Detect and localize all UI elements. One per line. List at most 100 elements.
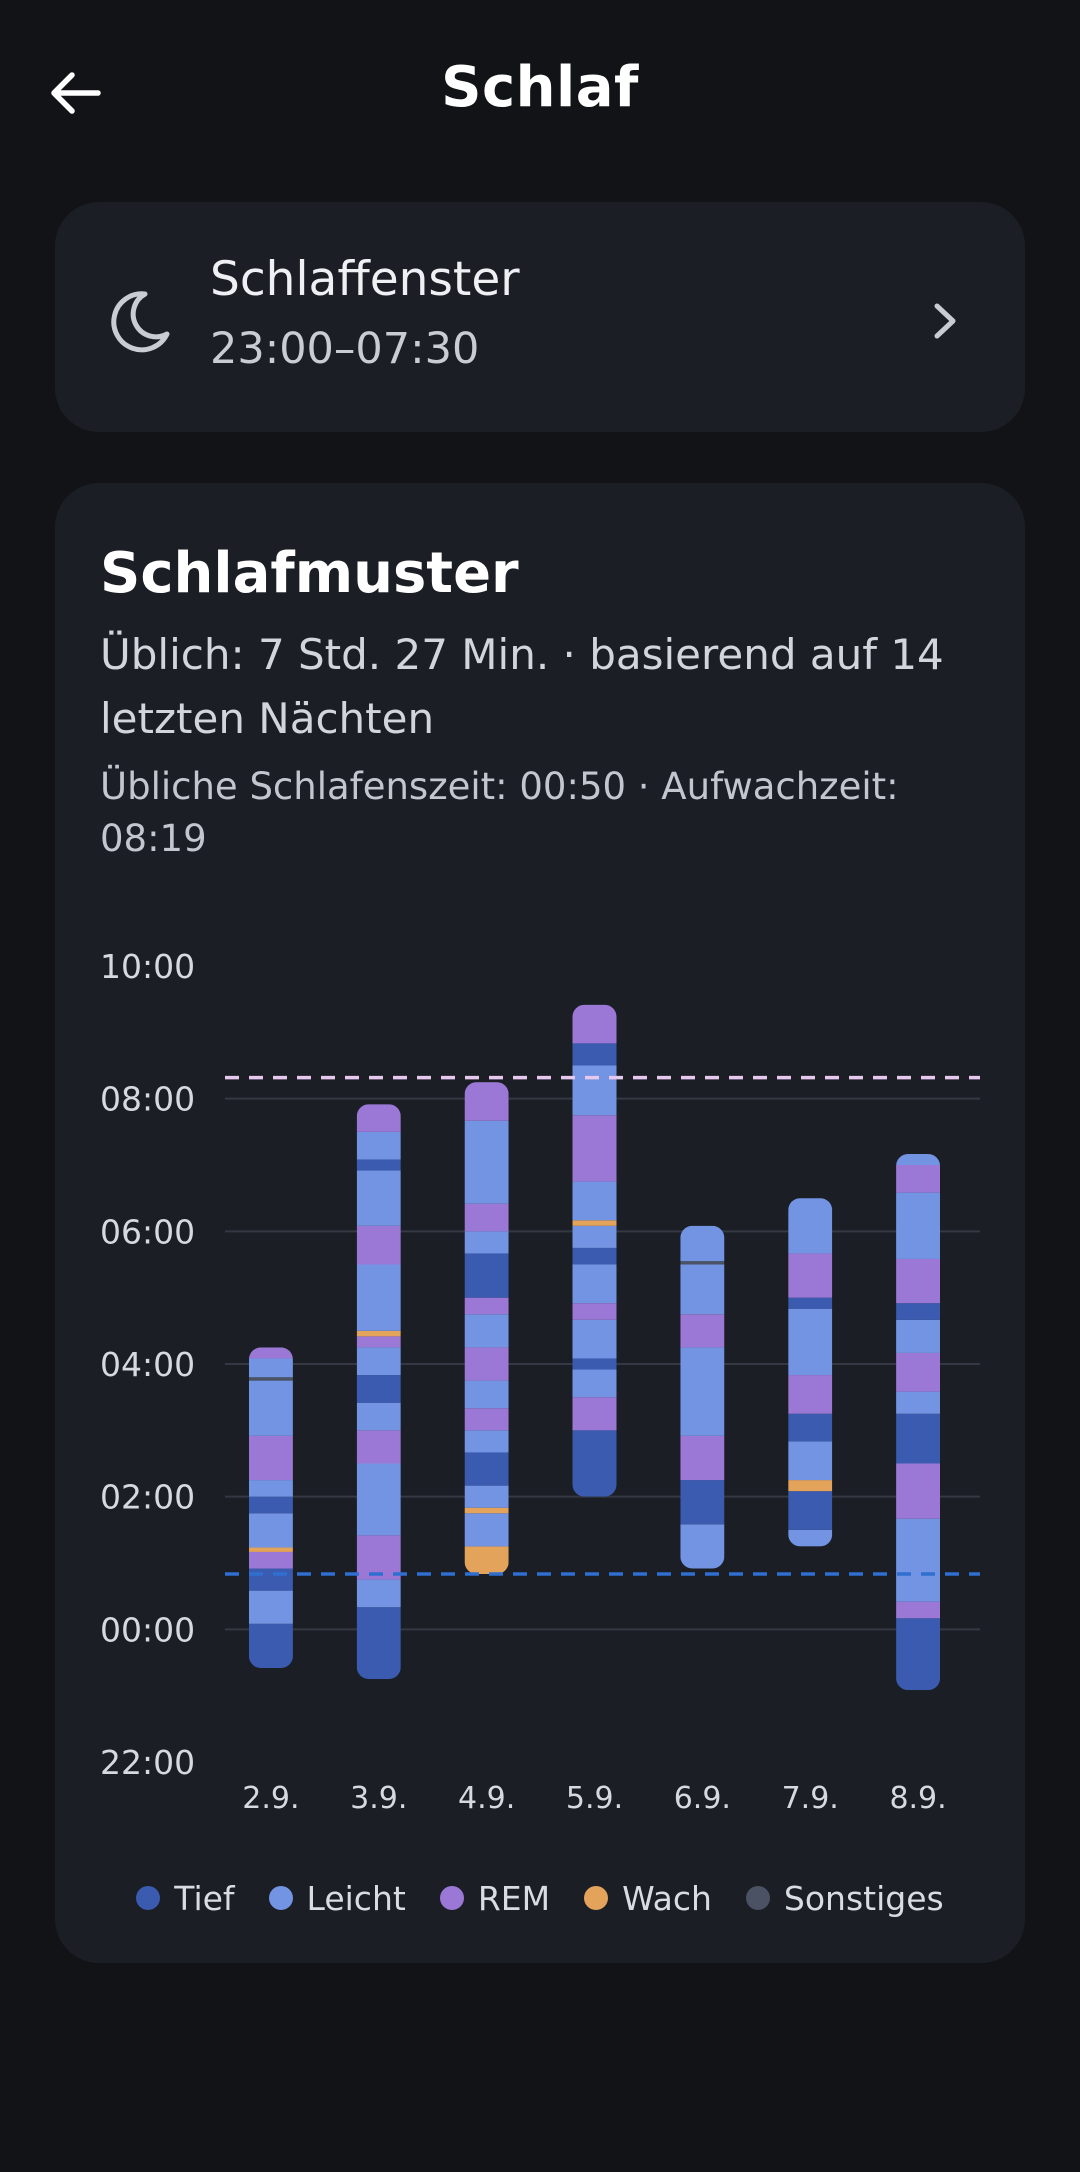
sleep-segment-rem [464,1408,509,1431]
sleep-segment-wach [572,1220,617,1226]
sleep-segment-rem [464,1297,509,1315]
sleep-segment-tief [464,1253,509,1298]
legend-item-rem: REM [439,1878,551,1918]
legend-label: Tief [174,1878,235,1918]
sleep-segment-tief [356,1607,401,1680]
sleep-segment-leicht [356,1579,401,1608]
legend-dot [136,1886,161,1910]
sleep-segment-leicht [572,1181,617,1221]
sleep-segment-tief [788,1297,833,1309]
sleep-pattern-chart: 22:00 00:00 02:00 04:00 06:00 08:00 10:00 2.9. 3… [100,947,980,1816]
sleep-segment-leicht [356,1170,401,1226]
legend-label: Sonstiges [783,1878,944,1918]
sleep-segment-tief [680,1480,725,1525]
sleep-segment-leicht [572,1319,617,1359]
sleep-segment-wach [248,1547,293,1552]
page-title: Schlaf [441,55,639,120]
sleep-segment-leicht [248,1590,293,1624]
sleep-segment-rem [896,1463,941,1519]
sleep-segment-leicht [572,1065,617,1116]
sleep-bar-6.9.[interactable] [680,1225,725,1569]
legend-label: Wach [622,1878,712,1918]
moon-icon [111,291,170,353]
sleep-segment-leicht [464,1120,509,1204]
sleep-segment-tief [788,1491,833,1530]
sleep-segment-leicht [248,1513,293,1548]
sleep-segment-rem [572,1303,617,1320]
sleep-segment-leicht [356,1264,401,1331]
sleep-segment-leicht [464,1485,509,1508]
x-tick-label: 4.9. [458,1781,515,1816]
sleep-bar-7.9.[interactable] [788,1198,833,1547]
sleep-segment-rem [572,1004,617,1044]
sleep-segment-rem [464,1082,509,1121]
sleep-segment-tief [896,1413,941,1464]
pattern-times: Übliche Schlafenszeit: 00:50 · Aufwachze… [100,765,899,860]
sleep-segment-rem [896,1258,941,1304]
top-app-bar: Schlaf [0,0,1080,180]
sleep-segment-leicht [572,1264,617,1304]
sleep-segment-rem [464,1203,509,1232]
sleep-segment-leicht [788,1441,833,1481]
sleep-segment-tief [572,1430,617,1497]
sleep-segment-rem [356,1535,401,1580]
sleep-segment-leicht [680,1524,725,1569]
sleep-segment-leicht [464,1513,509,1547]
sleep-segment-leicht [572,1369,617,1398]
sleep-segment-rem [896,1165,941,1193]
sleep-segment-tief [356,1159,401,1171]
sleep-bar-5.9.[interactable] [572,1004,617,1497]
y-tick-label: 08:00 [100,1080,195,1119]
sleep-segment-leicht [896,1391,941,1414]
x-tick-label: 5.9. [566,1781,623,1816]
y-tick-label: 22:00 [100,1743,195,1782]
sleep-segment-wach [788,1480,833,1492]
sleep-segment-leicht [356,1347,401,1376]
sleep-segment-rem [788,1375,833,1414]
x-tick-label: 7.9. [782,1781,839,1816]
x-tick-label: 2.9. [242,1781,299,1816]
sleep-segment-leicht [464,1314,509,1348]
sleep-segment-tief [356,1375,401,1403]
sleep-segment-leicht [464,1231,509,1254]
legend-item-tief: Tief [136,1878,235,1918]
sleep-segment-leicht [248,1380,293,1436]
y-tick-label: 00:00 [100,1610,195,1649]
sleep-segment-leicht [896,1319,941,1353]
sleep-segment-sonstiges [680,1261,725,1265]
sleep-window-card[interactable]: Schlaffenster 23:00–07:30 [55,202,1025,432]
sleep-pattern-card: Schlafmuster Üblich: 7 Std. 27 Min. · ba… [55,483,1025,1963]
sleep-bar-8.9.[interactable] [896,1153,941,1691]
sleep-segment-rem [464,1347,509,1381]
back-button[interactable] [40,62,112,124]
pattern-title: Schlafmuster [100,541,519,606]
sleep-segment-wach [464,1507,509,1514]
sleep-bar-3.9.[interactable] [356,1104,401,1680]
y-tick-label: 04:00 [100,1345,195,1384]
sleep-segment-leicht [896,1192,941,1259]
x-tick-label: 3.9. [350,1781,407,1816]
y-tick-label: 06:00 [100,1212,195,1251]
legend-label: REM [477,1878,551,1918]
sleep-segment-leicht [356,1463,401,1536]
sleep-segment-leicht [680,1264,725,1315]
pattern-summary: Üblich: 7 Std. 27 Min. · basierend auf 1… [100,630,944,743]
sleep-segment-wach [464,1546,509,1575]
sleep-segment-leicht [356,1131,401,1160]
sleep-segment-tief [248,1496,293,1514]
chevron-right-icon [934,303,956,339]
sleep-segment-leicht [248,1358,293,1378]
y-tick-label: 10:00 [100,947,195,986]
sleep-segment-leicht [896,1153,941,1165]
legend-dot [745,1886,770,1910]
x-tick-label: 6.9. [674,1781,731,1816]
sleep-segment-leicht [788,1529,833,1547]
legend-item-leicht: Leicht [268,1879,406,1918]
sleep-segment-wach [356,1330,401,1337]
sleep-bar-2.9.[interactable] [248,1347,293,1669]
sleep-window-title: Schlaffenster [210,252,520,307]
sleep-bar-4.9.[interactable] [464,1082,509,1575]
sleep-segment-tief [248,1568,293,1591]
sleep-segment-rem [356,1336,401,1348]
legend-dot [439,1886,464,1910]
